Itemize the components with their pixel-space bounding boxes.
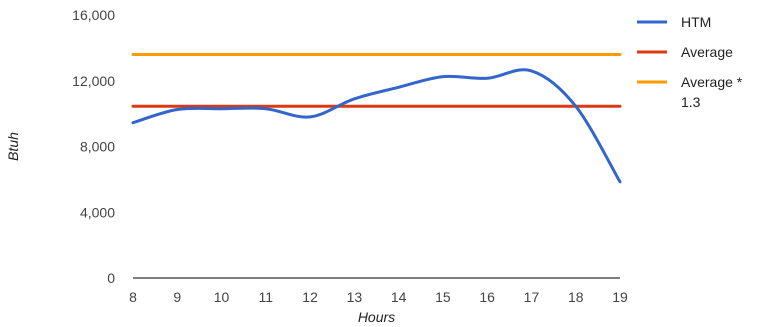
legend-label: HTM <box>681 14 711 30</box>
x-tick-label: 14 <box>391 289 407 305</box>
series-line-htm <box>131 68 622 184</box>
y-tick-label: 8,000 <box>80 139 115 155</box>
legend: HTM Average Average * 1.3 <box>637 14 743 110</box>
y-axis-title: Btuh <box>5 132 21 161</box>
x-tick-label: 12 <box>302 289 318 305</box>
x-tick-label: 17 <box>524 289 540 305</box>
x-tick-label: 15 <box>435 289 451 305</box>
x-axis-ticks: 8 9 10 11 12 13 14 15 16 17 18 19 <box>129 289 628 305</box>
y-tick-label: 12,000 <box>72 73 115 89</box>
y-axis-ticks: 0 4,000 8,000 12,000 16,000 <box>72 7 115 286</box>
x-tick-label: 9 <box>173 289 181 305</box>
x-tick-label: 19 <box>612 289 628 305</box>
legend-label: Average <box>681 44 733 60</box>
x-axis-title: Hours <box>358 309 395 325</box>
y-tick-label: 0 <box>107 270 115 286</box>
series-lines <box>131 53 622 184</box>
x-tick-label: 10 <box>214 289 230 305</box>
legend-label: Average * 1.3 <box>681 74 743 110</box>
x-tick-label: 18 <box>568 289 584 305</box>
x-tick-label: 11 <box>259 289 274 305</box>
x-tick-label: 16 <box>479 289 495 305</box>
x-tick-label: 13 <box>347 289 363 305</box>
y-tick-label: 4,000 <box>80 204 115 220</box>
x-tick-label: 8 <box>129 289 137 305</box>
y-tick-label: 16,000 <box>72 7 115 23</box>
